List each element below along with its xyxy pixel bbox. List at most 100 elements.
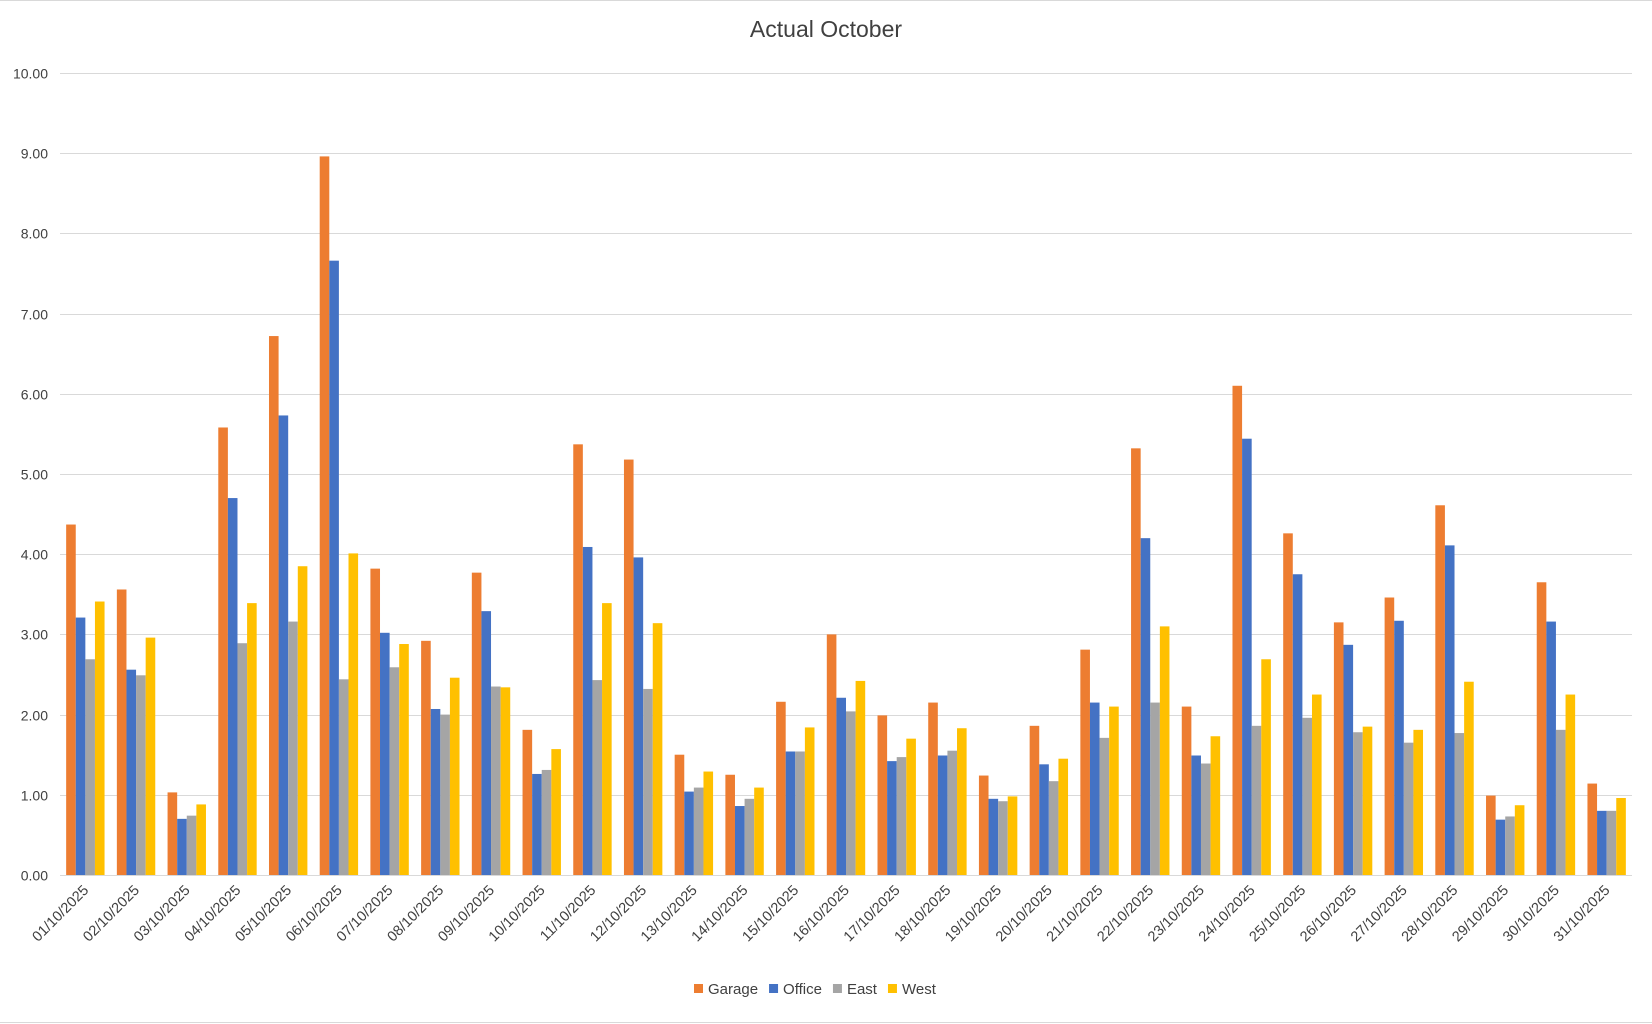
bar-west [804,727,815,875]
bar-garage [66,524,76,875]
bar-west [1311,694,1322,875]
bar-office [1140,538,1151,875]
bar-office [1546,621,1556,875]
x-axis: 01/10/202502/10/202503/10/202504/10/2025… [30,883,1614,946]
bar-garage [1080,649,1090,875]
bar-west [1210,736,1221,875]
bar-west [957,728,967,875]
bar-office [532,773,542,875]
bar-east [389,667,400,875]
bar-west [754,787,764,875]
legend-label-west: West [902,981,937,998]
bar-office [836,697,846,875]
y-tick-label: 10.00 [13,66,48,82]
y-tick-label: 6.00 [21,387,48,403]
bar-garage [877,715,888,875]
bar-garage [1131,448,1141,875]
bar-east [998,801,1008,875]
legend-label-office: Office [783,981,822,998]
bar-office [1343,644,1354,875]
bar-office [684,791,694,875]
bar-east [592,680,603,875]
bar-west [196,804,206,875]
bar-west [500,687,511,875]
bar-west [1565,694,1576,875]
bar-west [855,680,866,875]
bar-garage [167,792,178,875]
bar-east [136,675,146,875]
bar-east [541,769,552,875]
bar-office [937,755,948,875]
bar-east [1048,781,1059,875]
bar-office [380,632,390,875]
bar-east [288,621,298,875]
legend-swatch-office [769,984,779,993]
legend-label-east: East [847,981,878,998]
y-tick-label: 3.00 [21,627,48,643]
bar-west [1616,798,1626,875]
y-axis: 0.00 1.00 2.00 3.00 4.00 5.00 6.00 7.00 8.00 9.00… [13,66,48,884]
y-tick-label: 1.00 [21,788,48,804]
bar-west [1007,796,1018,875]
bar-office [430,708,441,875]
bar-garage [978,775,989,875]
bar-office [887,761,897,875]
bar-garage [674,754,685,875]
chart-title: Actual October [749,16,903,42]
bar-office [177,818,187,875]
bar-garage [1333,622,1344,875]
y-tick-label: 2.00 [21,708,48,724]
bar-office [1394,620,1404,875]
y-tick-label: 0.00 [21,868,48,884]
bar-east [1099,737,1110,875]
bar-east [693,787,704,875]
bar-west [348,553,359,875]
bar-west [703,771,714,875]
y-tick-label: 4.00 [21,547,48,563]
bar-east [1302,717,1312,875]
bar-garage [1384,597,1395,875]
y-tick-label: 9.00 [21,146,48,162]
y-tick-label: 8.00 [21,226,48,242]
y-tick-label: 7.00 [21,307,48,323]
bar-east [491,686,501,875]
bar-garage [1486,795,1496,875]
bar-garage [268,336,279,875]
bar-office [1444,545,1455,875]
bar-east [1150,702,1160,875]
bar-west [1159,626,1170,875]
bar-east [643,688,653,875]
bar-east [186,815,197,875]
bar-office [1191,755,1201,875]
bar-office [734,806,745,875]
bar-garage [1232,385,1243,875]
bar-garage [421,640,431,875]
bar-east [85,659,95,875]
bar-office [1039,764,1049,875]
bar-garage [218,427,228,875]
bar-west [906,738,916,875]
legend-swatch-garage [694,984,703,993]
y-tick-label: 5.00 [21,467,48,483]
bar-west [551,749,561,875]
bar-office [582,546,593,875]
bar-office [1597,810,1607,875]
legend-swatch-east [832,984,842,993]
bar-office [126,669,137,875]
bar-west [652,623,663,875]
bar-office [1292,574,1303,875]
bar-office [988,798,999,875]
legend-label-garage: Garage [708,981,758,998]
bar-west [1514,805,1525,875]
bar-garage [471,572,482,875]
bar-west [247,603,257,875]
bar-west [297,566,308,875]
bar-west [1362,726,1373,875]
bar-office [1242,438,1252,875]
legend: Garage Office East West [694,981,937,998]
bar-garage [319,156,330,875]
bar-garage [826,634,837,875]
bars [66,156,1626,875]
bar-office [329,260,339,875]
